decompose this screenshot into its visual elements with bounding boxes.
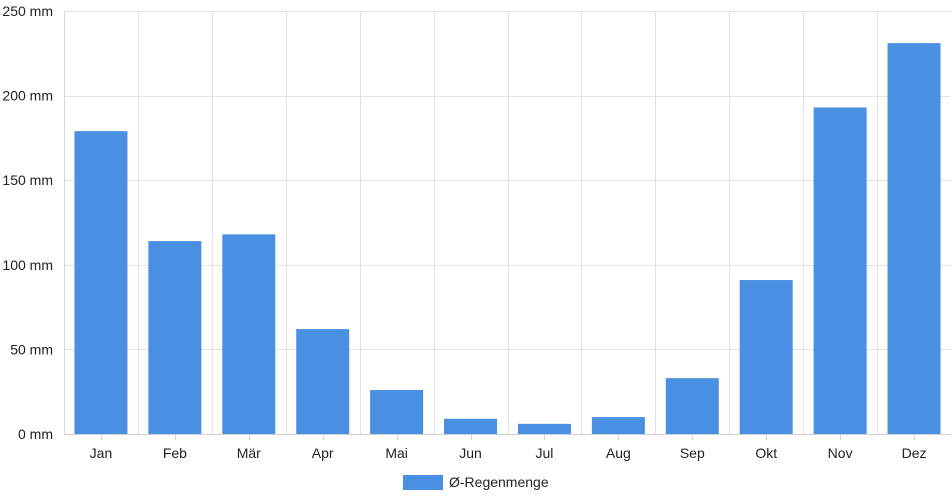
x-tick-label: Jan: [90, 445, 113, 461]
x-tick-label: Aug: [606, 445, 631, 461]
bar-aug[interactable]: [591, 417, 645, 434]
y-tick-label: 250 mm: [2, 3, 53, 19]
bar-mai[interactable]: [370, 390, 424, 434]
bar-mär[interactable]: [222, 234, 276, 434]
bar-feb[interactable]: [148, 241, 202, 434]
bar-jun[interactable]: [444, 418, 498, 434]
x-tick-label: Feb: [163, 445, 187, 461]
y-tick-label: 50 mm: [10, 341, 53, 357]
bar-nov[interactable]: [813, 107, 867, 434]
x-axis: Jan Feb Mär Apr Mai Jun Jul Aug Sep Okt Nov Dez: [64, 434, 951, 461]
legend-swatch[interactable]: [403, 475, 443, 490]
y-axis: 0 mm 50 mm 100 mm 150 mm 200 mm 250 mm: [2, 3, 65, 442]
bar-dez[interactable]: [887, 43, 941, 434]
legend-label[interactable]: Ø-Regenmenge: [449, 474, 549, 490]
bar-jul[interactable]: [517, 423, 571, 434]
x-tick-label: Apr: [312, 445, 334, 461]
bar-sep[interactable]: [665, 378, 719, 434]
legend[interactable]: Ø-Regenmenge: [403, 474, 549, 490]
chart-grid: [64, 11, 951, 435]
bar-apr[interactable]: [296, 329, 350, 434]
y-tick-label: 150 mm: [2, 172, 53, 188]
x-tick-label: Nov: [828, 445, 853, 461]
bar-jan[interactable]: [74, 131, 128, 434]
bar-series: [74, 43, 941, 434]
y-tick-label: 100 mm: [2, 257, 53, 273]
x-tick-label: Sep: [680, 445, 705, 461]
x-tick-label: Mär: [237, 445, 261, 461]
y-tick-label: 0 mm: [18, 426, 53, 442]
x-tick-label: Jul: [536, 445, 554, 461]
bar-okt[interactable]: [739, 280, 793, 434]
x-tick-label: Jun: [459, 445, 482, 461]
x-tick-label: Dez: [902, 445, 927, 461]
y-tick-label: 200 mm: [2, 88, 53, 104]
x-tick-label: Mai: [385, 445, 408, 461]
x-tick-label: Okt: [755, 445, 777, 461]
